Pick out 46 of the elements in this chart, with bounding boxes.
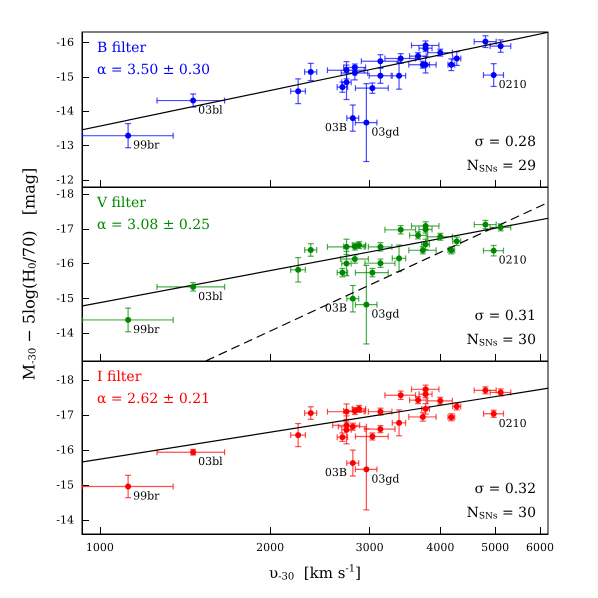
- y-tick-label: -17: [56, 408, 74, 422]
- y-tick-label: -18: [56, 374, 74, 387]
- text: I filter: [97, 369, 142, 385]
- y-tick-label: -15: [56, 70, 74, 84]
- annotation: 0210: [498, 254, 527, 267]
- y-axis-title: M-30 − 5log(H0/70) [mag]: [20, 168, 38, 380]
- annotation: 0210: [498, 416, 527, 430]
- x-tick-label: 2000: [256, 541, 284, 554]
- y-tick-label: -15: [56, 478, 74, 492]
- y-tick-label: -17: [56, 222, 74, 236]
- x-tick-label: 4000: [426, 541, 454, 554]
- text: α = 2.62 ± 0.21: [97, 391, 210, 407]
- y-tick-label: -16: [56, 444, 74, 457]
- annotation: σ = 0.28: [474, 134, 536, 150]
- y-tick-label: -16: [56, 257, 74, 270]
- y-tick-label: -16: [56, 36, 74, 49]
- annotation: 03bl: [198, 455, 224, 468]
- text: B filter: [97, 40, 146, 56]
- annotation: 03gd: [371, 472, 400, 486]
- y-tick-label: -13: [56, 139, 74, 152]
- text: α = 3.50 ± 0.30: [97, 62, 210, 78]
- annotation: 99br: [133, 322, 160, 336]
- annotation: 03gd: [371, 126, 400, 139]
- y-tick-label: -15: [56, 292, 74, 305]
- x-tick-label: 5000: [481, 541, 510, 554]
- y-tick-label: -14: [56, 104, 74, 118]
- y-tick-label: -12: [56, 174, 74, 187]
- y-tick-label: -14: [56, 326, 74, 340]
- x-tick-label: 6000: [526, 541, 554, 554]
- annotation: 03B: [324, 302, 347, 315]
- annotation: 99br: [133, 489, 160, 502]
- text: α = 3.08 ± 0.25: [97, 217, 210, 233]
- annotation: 03B: [324, 121, 347, 134]
- x-tick-label: 1000: [86, 541, 114, 554]
- annotation: 03B: [324, 466, 347, 480]
- y-tick-label: -18: [56, 187, 74, 200]
- annotation: 99br: [133, 138, 160, 152]
- annotation: 03bl: [198, 290, 224, 303]
- y-tick-label: -14: [56, 514, 74, 527]
- annotation: 03bl: [198, 104, 224, 117]
- annotation: σ = 0.31: [474, 308, 536, 324]
- text: V filter: [96, 195, 146, 211]
- x-tick-label: 3000: [356, 541, 384, 554]
- annotation: 0210: [498, 78, 527, 92]
- annotation: 03gd: [371, 308, 400, 321]
- annotation: σ = 0.32: [474, 481, 536, 497]
